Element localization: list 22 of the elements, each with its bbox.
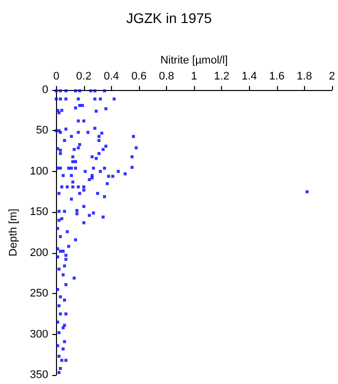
x-tick-label: 0.8 bbox=[158, 70, 174, 82]
x-tick-label: 2 bbox=[328, 70, 336, 82]
x-tick-label: 0.6 bbox=[131, 70, 147, 82]
y-tick-label: 350 bbox=[30, 369, 48, 381]
x-tick-label: 1.4 bbox=[242, 70, 257, 82]
x-tick-label: 1.6 bbox=[269, 70, 284, 82]
x-axis-title: Nitrite [µmol/l] bbox=[160, 54, 228, 66]
y-tick-label: 100 bbox=[30, 165, 48, 178]
y-tick-label: 50 bbox=[36, 124, 48, 137]
x-tick-label: 1.2 bbox=[214, 70, 230, 82]
x-tick-label: 1 bbox=[191, 70, 198, 82]
y-tick-label: 300 bbox=[30, 328, 48, 340]
x-tick-label: 0.4 bbox=[104, 70, 120, 82]
y-tick-label: 250 bbox=[30, 288, 48, 300]
x-tick-label: 0 bbox=[53, 70, 60, 82]
y-tick-label: 0 bbox=[42, 84, 48, 96]
chart-title: JGZK in 1975 bbox=[126, 10, 212, 26]
y-tick-label: 200 bbox=[30, 246, 48, 259]
y-tick-label: 150 bbox=[30, 206, 48, 218]
x-tick-label: 0.2 bbox=[76, 70, 92, 82]
y-axis-title: Depth [m] bbox=[8, 208, 20, 256]
x-tick-label: 1.8 bbox=[296, 70, 312, 82]
